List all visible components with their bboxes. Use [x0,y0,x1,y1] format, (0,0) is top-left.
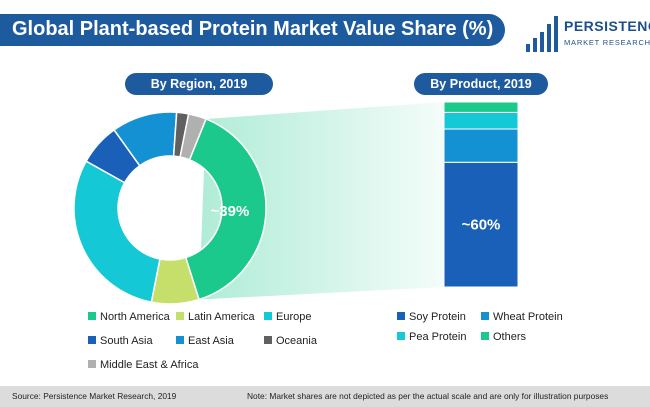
donut-chart [73,111,267,305]
source-text: Source: Persistence Market Research, 201… [12,391,177,401]
legend-swatch [176,336,184,344]
stacked-bar-chart [443,101,519,288]
bar-annotation: ~60% [462,217,501,234]
zoom-connector [199,102,444,300]
legend-label: South Asia [100,335,153,347]
legend-middle-east-africa: Middle East & Africa [88,359,198,371]
donut-slice-europe [73,160,161,304]
legend-others: Others [481,331,526,343]
bar-segment-soy-protein [443,161,519,288]
logo-mark-icon [526,16,558,52]
legend-swatch [176,312,184,320]
legend-label: Pea Protein [409,331,467,343]
legend-swatch [88,336,96,344]
legend-label: Latin America [188,311,255,323]
legend-swatch [264,312,272,320]
region-header: By Region, 2019 [125,73,273,95]
legend-label: Oceania [276,335,317,347]
legend-label: Soy Protein [409,311,466,323]
title-bar: Global Plant-based Protein Market Value … [0,14,505,46]
legend-latin-america: Latin America [176,311,255,323]
legend-label: North America [100,311,170,323]
legend-label: Middle East & Africa [100,359,199,371]
legend-swatch [88,312,96,320]
legend-pea-protein: Pea Protein [397,331,466,343]
legend-label: Wheat Protein [493,311,563,323]
legend-soy-protein: Soy Protein [397,311,466,323]
logo-text-top: PERSISTENCE [564,18,650,34]
legend-south-asia: South Asia [88,335,153,347]
bar-segment-wheat-protein [443,128,519,163]
legend-north-america: North America [88,311,170,323]
note-text: Note: Market shares are not depicted as … [247,391,609,401]
legend-swatch [88,360,96,368]
donut-annotation: ~39% [211,203,250,220]
legend-label: Others [493,331,527,343]
legend-oceania: Oceania [264,335,317,347]
donut-slice-north-america [184,118,267,301]
product-header: By Product, 2019 [414,73,548,95]
chart-canvas: ~39% ~60% [73,101,519,305]
legend-swatch [397,312,405,320]
legend-swatch [264,336,272,344]
page-title: Global Plant-based Protein Market Value … [12,18,494,40]
donut-slice-middle-east-africa [179,112,207,161]
legend-europe: Europe [264,311,311,323]
legend-label: Europe [276,311,312,323]
footer-bar: Source: Persistence Market Research, 201… [0,386,650,407]
logo-text-bottom: MARKET RESEARCH [564,38,650,47]
legend-wheat-protein: Wheat Protein [481,311,563,323]
legend-swatch [481,312,489,320]
bar-segment-others [443,101,519,113]
legend-label: East Asia [188,335,234,347]
legend-swatch [481,332,489,340]
company-logo: PERSISTENCE MARKET RESEARCH [518,8,650,60]
bar-segment-pea-protein [443,111,519,130]
legend-swatch [397,332,405,340]
legend-east-asia: East Asia [176,335,234,347]
